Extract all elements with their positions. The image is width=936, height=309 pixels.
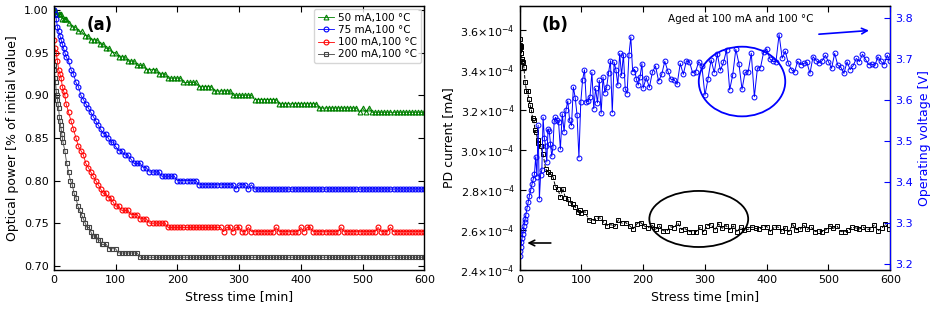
Line: 200 mA,100 °C: 200 mA,100 °C — [51, 63, 426, 259]
Line: 75 mA,100 °C: 75 mA,100 °C — [51, 7, 427, 192]
50 mA,100 °C — [354, 110, 365, 114]
75 mA,100 °C — [271, 187, 282, 191]
200 mA,100 °C — [261, 255, 272, 259]
50 mA,100 °C — [55, 12, 66, 16]
50 mA,100 °C — [48, 8, 59, 12]
50 mA,100 °C — [418, 110, 430, 114]
75 mA,100 °C — [249, 187, 260, 191]
50 mA,100 °C — [394, 110, 405, 114]
Text: (b): (b) — [541, 16, 568, 34]
100 mA,100 °C — [93, 183, 104, 187]
X-axis label: Stress time [min]: Stress time [min] — [184, 290, 293, 303]
50 mA,100 °C — [255, 98, 266, 101]
100 mA,100 °C — [332, 230, 344, 234]
50 mA,100 °C — [359, 110, 371, 114]
200 mA,100 °C — [48, 64, 59, 67]
200 mA,100 °C — [418, 255, 430, 259]
Legend: 50 mA,100 °C, 75 mA,100 °C, 100 mA,100 °C, 200 mA,100 °C: 50 mA,100 °C, 75 mA,100 °C, 100 mA,100 °… — [314, 9, 421, 63]
Y-axis label: Optical power [% of initial value]: Optical power [% of initial value] — [6, 35, 19, 241]
75 mA,100 °C — [418, 187, 430, 191]
75 mA,100 °C — [48, 8, 59, 12]
Y-axis label: Operating voltage [V]: Operating voltage [V] — [917, 70, 930, 206]
200 mA,100 °C — [197, 255, 208, 259]
100 mA,100 °C — [218, 230, 229, 234]
100 mA,100 °C — [249, 230, 260, 234]
Line: 100 mA,100 °C: 100 mA,100 °C — [51, 37, 427, 234]
75 mA,100 °C — [230, 187, 241, 191]
100 mA,100 °C — [54, 72, 66, 76]
75 mA,100 °C — [54, 34, 66, 37]
200 mA,100 °C — [135, 255, 146, 259]
100 mA,100 °C — [48, 38, 59, 42]
200 mA,100 °C — [372, 255, 383, 259]
50 mA,100 °C — [276, 102, 287, 106]
75 mA,100 °C — [332, 187, 344, 191]
75 mA,100 °C — [93, 123, 104, 127]
100 mA,100 °C — [418, 230, 430, 234]
50 mA,100 °C — [261, 98, 272, 101]
75 mA,100 °C — [316, 187, 328, 191]
X-axis label: Stress time [min]: Stress time [min] — [651, 290, 758, 303]
Y-axis label: PD current [mA]: PD current [mA] — [442, 87, 454, 188]
200 mA,100 °C — [116, 251, 127, 255]
200 mA,100 °C — [214, 255, 226, 259]
Text: (a): (a) — [87, 16, 113, 34]
Line: 50 mA,100 °C: 50 mA,100 °C — [51, 7, 427, 115]
100 mA,100 °C — [316, 230, 328, 234]
100 mA,100 °C — [271, 226, 282, 229]
Text: Aged at 100 mA and 100 °C: Aged at 100 mA and 100 °C — [667, 14, 812, 24]
200 mA,100 °C — [271, 255, 282, 259]
